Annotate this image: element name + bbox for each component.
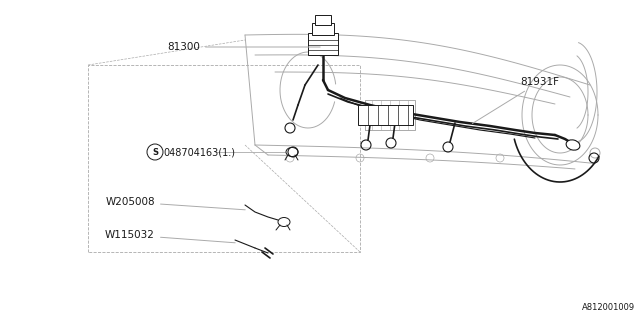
Text: A812001009: A812001009 (582, 303, 635, 312)
Ellipse shape (278, 218, 290, 227)
Bar (308, 33, 338, 55)
Bar (315, 15, 331, 25)
Text: W205008: W205008 (106, 197, 245, 210)
Text: 048704163(1.): 048704163(1.) (163, 147, 235, 157)
Ellipse shape (566, 140, 580, 150)
Bar (312, 23, 334, 35)
Text: W115032: W115032 (105, 230, 236, 243)
Bar (358, 105, 413, 125)
Text: 81300: 81300 (167, 42, 320, 52)
Text: S: S (152, 148, 158, 156)
Text: 81931F: 81931F (472, 77, 559, 124)
Ellipse shape (286, 148, 298, 156)
